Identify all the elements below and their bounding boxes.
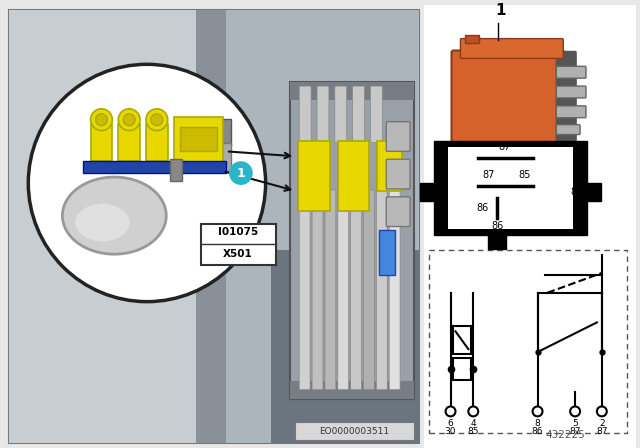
FancyBboxPatch shape bbox=[317, 86, 329, 142]
Bar bbox=[465, 34, 479, 43]
FancyBboxPatch shape bbox=[556, 86, 586, 98]
Text: 87: 87 bbox=[482, 170, 494, 180]
Bar bbox=[177, 119, 231, 146]
Polygon shape bbox=[271, 250, 419, 443]
FancyBboxPatch shape bbox=[300, 190, 310, 390]
Bar bbox=[173, 117, 223, 166]
FancyBboxPatch shape bbox=[389, 190, 400, 390]
Bar bbox=[226, 10, 419, 443]
FancyBboxPatch shape bbox=[335, 86, 347, 142]
Text: I01075: I01075 bbox=[218, 228, 258, 237]
Bar bbox=[83, 161, 226, 173]
Circle shape bbox=[118, 109, 140, 130]
Bar bbox=[420, 183, 436, 201]
FancyBboxPatch shape bbox=[556, 125, 580, 134]
FancyBboxPatch shape bbox=[351, 190, 362, 390]
FancyBboxPatch shape bbox=[371, 86, 382, 142]
Bar bbox=[146, 124, 168, 161]
Text: 30: 30 bbox=[445, 427, 456, 436]
Bar bbox=[452, 358, 471, 380]
Circle shape bbox=[445, 406, 456, 416]
Text: X501: X501 bbox=[223, 249, 253, 259]
Text: 87: 87 bbox=[570, 427, 581, 436]
FancyBboxPatch shape bbox=[556, 52, 576, 142]
Circle shape bbox=[570, 406, 580, 416]
FancyBboxPatch shape bbox=[364, 190, 374, 390]
Text: 85: 85 bbox=[468, 427, 479, 436]
FancyBboxPatch shape bbox=[376, 190, 387, 390]
Circle shape bbox=[468, 406, 478, 416]
Text: 30: 30 bbox=[436, 187, 448, 197]
Bar bbox=[177, 143, 231, 171]
Bar bbox=[118, 124, 140, 161]
Bar bbox=[452, 327, 471, 354]
Bar bbox=[295, 422, 414, 440]
Text: 6: 6 bbox=[447, 419, 453, 428]
Circle shape bbox=[124, 114, 135, 125]
Bar bbox=[298, 142, 330, 211]
FancyBboxPatch shape bbox=[300, 86, 311, 142]
Bar bbox=[170, 159, 182, 181]
FancyBboxPatch shape bbox=[312, 190, 323, 390]
Text: 86: 86 bbox=[477, 202, 489, 213]
Bar bbox=[488, 233, 506, 249]
Ellipse shape bbox=[63, 177, 166, 254]
FancyBboxPatch shape bbox=[556, 106, 586, 118]
Ellipse shape bbox=[76, 204, 130, 241]
Bar bbox=[424, 5, 636, 448]
Circle shape bbox=[597, 406, 607, 416]
FancyBboxPatch shape bbox=[202, 224, 275, 265]
Bar bbox=[429, 250, 627, 433]
Bar bbox=[180, 127, 217, 151]
FancyBboxPatch shape bbox=[338, 190, 349, 390]
Text: 5: 5 bbox=[572, 419, 578, 428]
Bar bbox=[434, 142, 587, 235]
Bar bbox=[196, 10, 226, 443]
FancyBboxPatch shape bbox=[325, 190, 336, 390]
Text: 86: 86 bbox=[532, 427, 543, 436]
Text: 1: 1 bbox=[496, 3, 506, 18]
Circle shape bbox=[532, 406, 543, 416]
Bar bbox=[291, 82, 414, 399]
Bar bbox=[338, 142, 369, 211]
Bar bbox=[447, 147, 573, 229]
FancyBboxPatch shape bbox=[353, 86, 365, 142]
Bar bbox=[585, 183, 601, 201]
FancyBboxPatch shape bbox=[387, 122, 410, 151]
FancyBboxPatch shape bbox=[387, 159, 410, 189]
Text: 85: 85 bbox=[571, 187, 583, 197]
FancyBboxPatch shape bbox=[460, 39, 563, 58]
FancyBboxPatch shape bbox=[451, 51, 564, 143]
Circle shape bbox=[28, 65, 266, 302]
Circle shape bbox=[151, 114, 163, 125]
Bar bbox=[291, 381, 414, 399]
FancyBboxPatch shape bbox=[387, 197, 410, 227]
FancyBboxPatch shape bbox=[556, 66, 586, 78]
Bar bbox=[380, 230, 395, 275]
Text: 87: 87 bbox=[499, 142, 511, 152]
Circle shape bbox=[91, 109, 113, 130]
Text: 8: 8 bbox=[534, 419, 540, 428]
Bar bbox=[8, 10, 202, 443]
Text: 87: 87 bbox=[596, 427, 607, 436]
Bar bbox=[91, 124, 113, 161]
Bar bbox=[291, 82, 414, 100]
Text: 86: 86 bbox=[491, 221, 503, 232]
Text: 85: 85 bbox=[518, 170, 531, 180]
Circle shape bbox=[229, 161, 253, 185]
Text: EO0000003511: EO0000003511 bbox=[319, 426, 390, 436]
Text: 432225: 432225 bbox=[545, 430, 585, 440]
Text: 4: 4 bbox=[470, 419, 476, 428]
Text: 1: 1 bbox=[237, 167, 245, 180]
Circle shape bbox=[146, 109, 168, 130]
Text: 2: 2 bbox=[599, 419, 605, 428]
Bar bbox=[378, 142, 402, 191]
Circle shape bbox=[95, 114, 108, 125]
Bar bbox=[8, 10, 419, 443]
